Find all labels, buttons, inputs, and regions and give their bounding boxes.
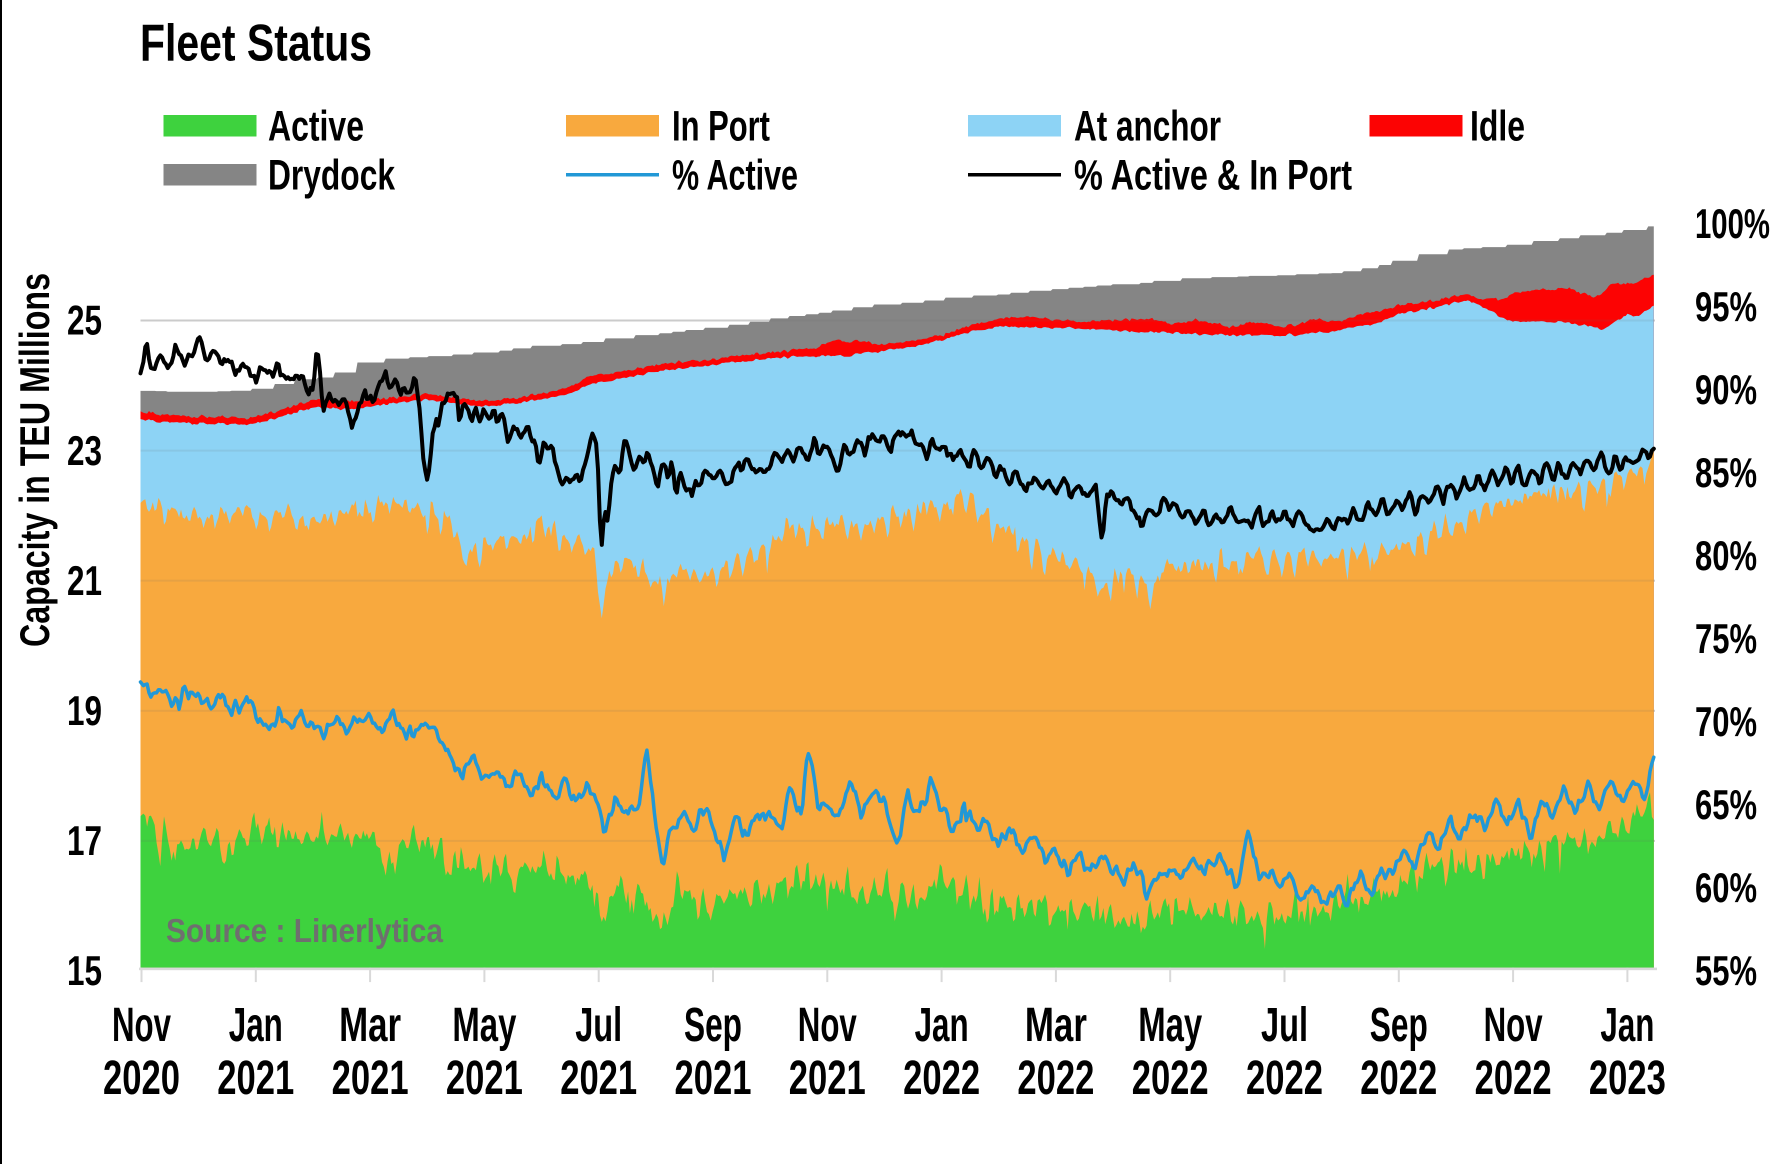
svg-text:Nov: Nov <box>798 998 857 1052</box>
svg-text:95%: 95% <box>1695 283 1757 330</box>
svg-text:2021: 2021 <box>789 1051 866 1105</box>
svg-text:Jan: Jan <box>1600 998 1654 1052</box>
svg-text:Nov: Nov <box>112 998 171 1052</box>
svg-text:Sep: Sep <box>1370 998 1428 1052</box>
svg-text:2022: 2022 <box>1246 1051 1323 1105</box>
svg-text:2022: 2022 <box>1132 1051 1209 1105</box>
svg-text:% Active & In Port: % Active & In Port <box>1074 152 1352 200</box>
svg-text:Source : Linerlytica: Source : Linerlytica <box>166 913 443 950</box>
svg-text:2021: 2021 <box>675 1051 752 1105</box>
svg-text:Nov: Nov <box>1484 998 1543 1052</box>
svg-text:In Port: In Port <box>672 103 770 151</box>
svg-text:21: 21 <box>67 557 102 604</box>
svg-text:Mar: Mar <box>339 998 401 1052</box>
svg-text:2022: 2022 <box>1360 1051 1437 1105</box>
svg-text:% Active: % Active <box>672 152 798 200</box>
svg-text:Idle: Idle <box>1470 103 1525 151</box>
svg-text:65%: 65% <box>1695 781 1757 828</box>
svg-text:85%: 85% <box>1695 449 1757 496</box>
svg-text:25: 25 <box>67 297 102 344</box>
svg-text:Jul: Jul <box>575 998 622 1052</box>
svg-text:75%: 75% <box>1695 615 1757 662</box>
svg-text:2023: 2023 <box>1589 1051 1666 1105</box>
svg-text:2021: 2021 <box>217 1051 294 1105</box>
svg-text:Drydock: Drydock <box>268 152 395 200</box>
svg-text:Active: Active <box>268 103 364 151</box>
svg-text:Sep: Sep <box>684 998 742 1052</box>
svg-text:2022: 2022 <box>903 1051 980 1105</box>
svg-text:2022: 2022 <box>1017 1051 1094 1105</box>
svg-text:2021: 2021 <box>560 1051 637 1105</box>
svg-text:19: 19 <box>67 687 102 734</box>
svg-text:60%: 60% <box>1695 864 1757 911</box>
svg-text:100%: 100% <box>1695 200 1770 247</box>
svg-text:80%: 80% <box>1695 532 1757 579</box>
svg-text:90%: 90% <box>1695 366 1757 413</box>
svg-text:23: 23 <box>67 427 102 474</box>
svg-text:Jul: Jul <box>1261 998 1308 1052</box>
svg-text:17: 17 <box>67 817 102 864</box>
svg-text:2021: 2021 <box>446 1051 523 1105</box>
svg-text:At anchor: At anchor <box>1074 103 1221 151</box>
svg-text:15: 15 <box>67 947 102 994</box>
svg-text:Fleet Status: Fleet Status <box>140 15 372 73</box>
svg-text:May: May <box>1138 998 1202 1052</box>
svg-text:Capacity in TEU Millions: Capacity in TEU Millions <box>11 273 58 647</box>
svg-text:2020: 2020 <box>103 1051 180 1105</box>
svg-text:Mar: Mar <box>1025 998 1087 1052</box>
svg-text:Jan: Jan <box>915 998 969 1052</box>
svg-text:55%: 55% <box>1695 947 1757 994</box>
svg-text:2022: 2022 <box>1475 1051 1552 1105</box>
svg-text:2021: 2021 <box>332 1051 409 1105</box>
svg-text:Jan: Jan <box>229 998 283 1052</box>
svg-text:70%: 70% <box>1695 698 1757 745</box>
svg-text:May: May <box>452 998 516 1052</box>
